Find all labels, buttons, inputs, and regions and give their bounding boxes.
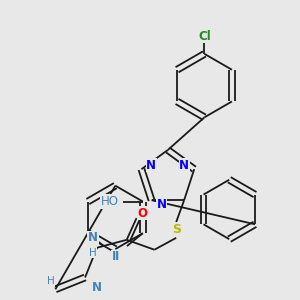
Text: N: N: [88, 231, 98, 244]
Text: I: I: [115, 250, 119, 263]
Text: S: S: [172, 224, 181, 236]
Text: O: O: [137, 207, 148, 220]
Text: I: I: [111, 250, 116, 263]
Text: H: H: [46, 276, 54, 286]
Text: N: N: [92, 281, 102, 294]
Text: H: H: [89, 248, 97, 258]
Text: HO: HO: [101, 195, 119, 208]
Text: N: N: [156, 198, 167, 211]
Text: N: N: [179, 159, 189, 172]
Text: Cl: Cl: [198, 30, 211, 43]
Text: N: N: [146, 159, 156, 172]
